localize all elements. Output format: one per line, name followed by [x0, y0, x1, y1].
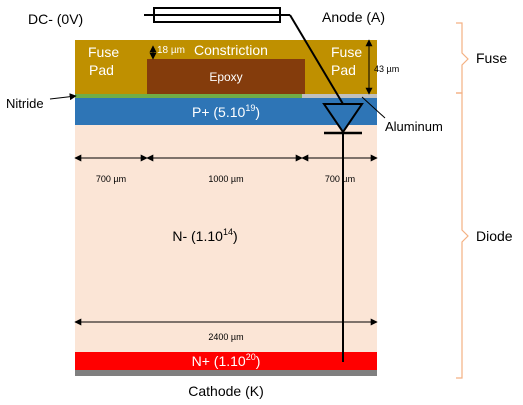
diode-group-label: Diode	[476, 228, 513, 244]
anode-label: Anode (A)	[322, 9, 385, 25]
fuse-brace	[456, 22, 469, 94]
dim-700-right-label: 700 µm	[325, 174, 355, 184]
nitride-label: Nitride	[6, 96, 44, 111]
cathode-label: Cathode (K)	[188, 383, 263, 399]
aluminum-layer	[302, 94, 377, 98]
fuse-to-diode-wire	[289, 14, 344, 105]
n-minus-label: N- (1.1014)	[172, 227, 237, 244]
dim-2400-label: 2400 µm	[208, 332, 243, 342]
dim-18-label: 18 µm	[157, 45, 185, 56]
dc-label: DC- (0V)	[28, 11, 83, 27]
aluminum-label: Aluminum	[385, 119, 443, 134]
fuse-pad-right-line1: Fuse	[331, 44, 362, 60]
dim-43-label: 43 µm	[374, 64, 399, 74]
cathode-metal-layer	[75, 370, 377, 376]
nitride-pointer	[49, 93, 77, 101]
fuse-pad-right-line2: Pad	[331, 62, 356, 78]
epoxy-region	[147, 59, 305, 94]
constriction-label: Constriction	[194, 42, 268, 58]
fuse-pad-left-line1: Fuse	[88, 44, 119, 60]
epoxy-label: Epoxy	[209, 70, 242, 84]
diode-brace	[456, 92, 469, 379]
nitride-layer	[75, 94, 302, 98]
diode-symbol	[322, 103, 364, 134]
fuse-pad-left-line2: Pad	[89, 62, 114, 78]
p-plus-exponent: 19	[245, 103, 255, 113]
fuse-group-label: Fuse	[476, 50, 507, 66]
dim-700-left-label: 700 µm	[96, 174, 126, 184]
p-plus-layer	[75, 98, 377, 125]
n-plus-layer	[75, 352, 377, 370]
p-plus-label: P+ (5.1019)	[192, 103, 260, 120]
aluminum-pointer	[361, 96, 386, 119]
n-minus-region	[75, 125, 377, 352]
dim-1000-label: 1000 µm	[208, 174, 243, 184]
n-minus-exponent: 14	[223, 227, 233, 237]
n-plus-exponent: 20	[246, 352, 256, 362]
n-plus-label: N+ (1.1020)	[192, 352, 261, 369]
